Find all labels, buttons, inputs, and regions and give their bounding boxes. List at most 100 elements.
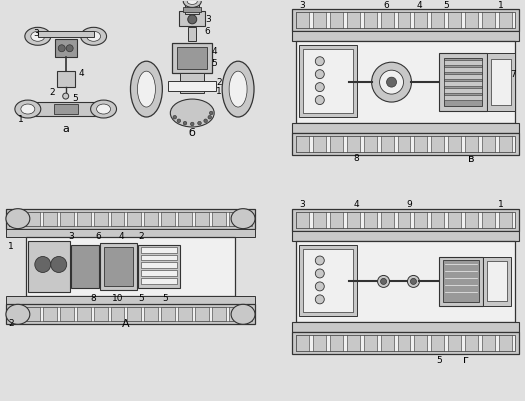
Circle shape bbox=[62, 93, 69, 99]
Bar bbox=[296, 335, 515, 351]
Bar bbox=[381, 12, 394, 28]
Bar bbox=[444, 88, 482, 93]
Bar bbox=[487, 53, 515, 111]
Bar bbox=[444, 74, 482, 79]
Bar bbox=[55, 39, 77, 57]
Bar bbox=[180, 73, 204, 93]
Bar bbox=[185, 4, 199, 14]
Bar bbox=[296, 335, 309, 351]
Text: 5: 5 bbox=[162, 294, 168, 303]
Text: 4: 4 bbox=[212, 47, 217, 56]
Bar bbox=[299, 245, 356, 316]
Text: 10: 10 bbox=[112, 294, 123, 303]
Bar bbox=[444, 60, 482, 65]
Circle shape bbox=[208, 115, 212, 119]
Text: 4: 4 bbox=[79, 69, 85, 78]
Bar bbox=[381, 212, 394, 228]
Bar bbox=[292, 31, 519, 41]
Ellipse shape bbox=[31, 31, 45, 41]
Bar bbox=[111, 307, 124, 321]
Circle shape bbox=[35, 257, 51, 272]
Bar bbox=[180, 11, 205, 26]
Bar bbox=[26, 237, 235, 296]
Bar bbox=[299, 45, 356, 117]
Bar bbox=[465, 212, 478, 228]
Bar bbox=[178, 212, 192, 226]
Bar bbox=[60, 307, 74, 321]
Bar bbox=[100, 243, 138, 290]
Bar bbox=[144, 307, 159, 321]
Bar bbox=[381, 136, 394, 152]
Bar bbox=[38, 31, 93, 37]
Bar bbox=[397, 136, 411, 152]
Bar bbox=[292, 231, 519, 241]
Bar bbox=[499, 12, 512, 28]
Ellipse shape bbox=[91, 100, 117, 118]
Bar bbox=[330, 136, 343, 152]
Bar bbox=[296, 212, 309, 228]
Bar bbox=[6, 296, 255, 304]
Bar bbox=[292, 9, 519, 31]
Bar bbox=[482, 136, 495, 152]
Bar bbox=[381, 335, 394, 351]
Text: 5: 5 bbox=[72, 93, 78, 103]
Text: 4: 4 bbox=[119, 232, 124, 241]
Circle shape bbox=[209, 111, 213, 115]
Bar bbox=[296, 136, 515, 152]
Text: 1: 1 bbox=[18, 115, 24, 124]
Bar bbox=[303, 249, 353, 312]
Bar bbox=[141, 270, 177, 276]
Bar bbox=[483, 257, 511, 306]
Circle shape bbox=[191, 122, 194, 126]
Bar bbox=[364, 12, 376, 28]
Bar bbox=[444, 58, 482, 106]
Bar bbox=[414, 212, 427, 228]
Bar bbox=[6, 229, 255, 237]
Circle shape bbox=[407, 275, 419, 288]
Circle shape bbox=[316, 256, 324, 265]
Ellipse shape bbox=[87, 31, 101, 41]
Bar bbox=[499, 212, 512, 228]
Bar bbox=[296, 241, 515, 322]
Bar bbox=[296, 136, 309, 152]
Text: в: в bbox=[468, 154, 475, 164]
Bar bbox=[212, 212, 226, 226]
Bar bbox=[330, 212, 343, 228]
Circle shape bbox=[316, 282, 324, 291]
Text: 8: 8 bbox=[354, 154, 360, 163]
Bar bbox=[28, 241, 70, 292]
Bar bbox=[448, 136, 461, 152]
Ellipse shape bbox=[231, 209, 255, 229]
Text: 3: 3 bbox=[205, 15, 211, 24]
Text: 5: 5 bbox=[139, 294, 144, 303]
Ellipse shape bbox=[25, 27, 51, 45]
Bar bbox=[499, 335, 512, 351]
Bar bbox=[26, 307, 40, 321]
Circle shape bbox=[316, 70, 324, 79]
Text: 3: 3 bbox=[299, 200, 304, 209]
Bar bbox=[34, 102, 98, 116]
Bar bbox=[313, 12, 326, 28]
Bar bbox=[103, 247, 133, 286]
Bar bbox=[465, 335, 478, 351]
Bar bbox=[57, 71, 75, 87]
Bar bbox=[432, 12, 444, 28]
Ellipse shape bbox=[183, 0, 201, 7]
Bar bbox=[330, 335, 343, 351]
Bar bbox=[346, 136, 360, 152]
Bar bbox=[482, 12, 495, 28]
Bar bbox=[364, 335, 376, 351]
Ellipse shape bbox=[170, 99, 214, 127]
Text: 5: 5 bbox=[436, 356, 442, 365]
Bar bbox=[432, 212, 444, 228]
Text: 2: 2 bbox=[8, 319, 14, 328]
Text: 6: 6 bbox=[96, 232, 101, 241]
Bar bbox=[111, 212, 124, 226]
Text: 3: 3 bbox=[299, 1, 304, 10]
Circle shape bbox=[386, 77, 396, 87]
Bar bbox=[77, 212, 91, 226]
Bar bbox=[364, 212, 376, 228]
Bar bbox=[346, 212, 360, 228]
Text: 9: 9 bbox=[406, 200, 412, 209]
Bar bbox=[432, 136, 444, 152]
